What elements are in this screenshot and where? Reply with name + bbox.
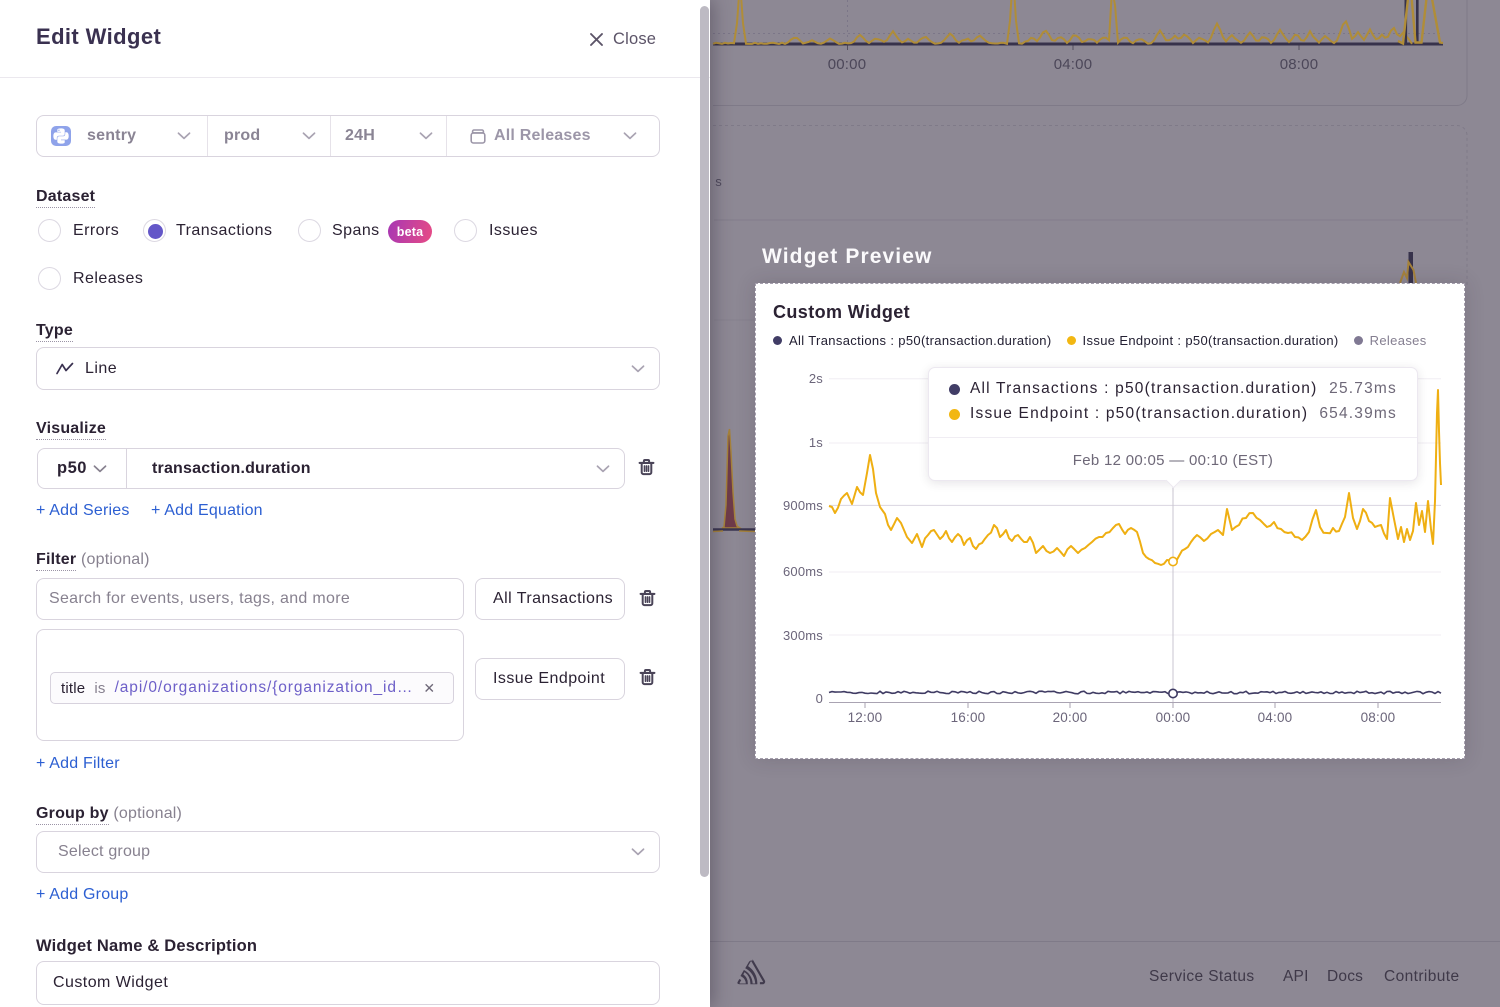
svg-text:Service Status: Service Status	[1149, 968, 1255, 985]
svg-text:00:00: 00:00	[1156, 710, 1191, 725]
svg-text:12:00: 12:00	[848, 710, 883, 725]
svg-text:300ms: 300ms	[783, 628, 823, 643]
svg-text:08:00: 08:00	[1280, 56, 1319, 73]
svg-text:s: s	[715, 174, 722, 189]
svg-text:0: 0	[816, 691, 823, 706]
svg-text:00:00: 00:00	[828, 56, 867, 73]
svg-text:Contribute: Contribute	[1384, 968, 1460, 985]
svg-text:600ms: 600ms	[783, 564, 823, 579]
svg-text:16:00: 16:00	[951, 710, 986, 725]
svg-text:API: API	[1283, 968, 1309, 985]
svg-text:1s: 1s	[809, 435, 823, 450]
svg-text:Docs: Docs	[1327, 968, 1363, 985]
svg-text:04:00: 04:00	[1258, 710, 1293, 725]
svg-text:20:00: 20:00	[1053, 710, 1088, 725]
svg-text:04:00: 04:00	[1054, 56, 1093, 73]
svg-text:08:00: 08:00	[1361, 710, 1396, 725]
svg-text:2s: 2s	[809, 371, 823, 386]
svg-text:900ms: 900ms	[783, 498, 823, 513]
